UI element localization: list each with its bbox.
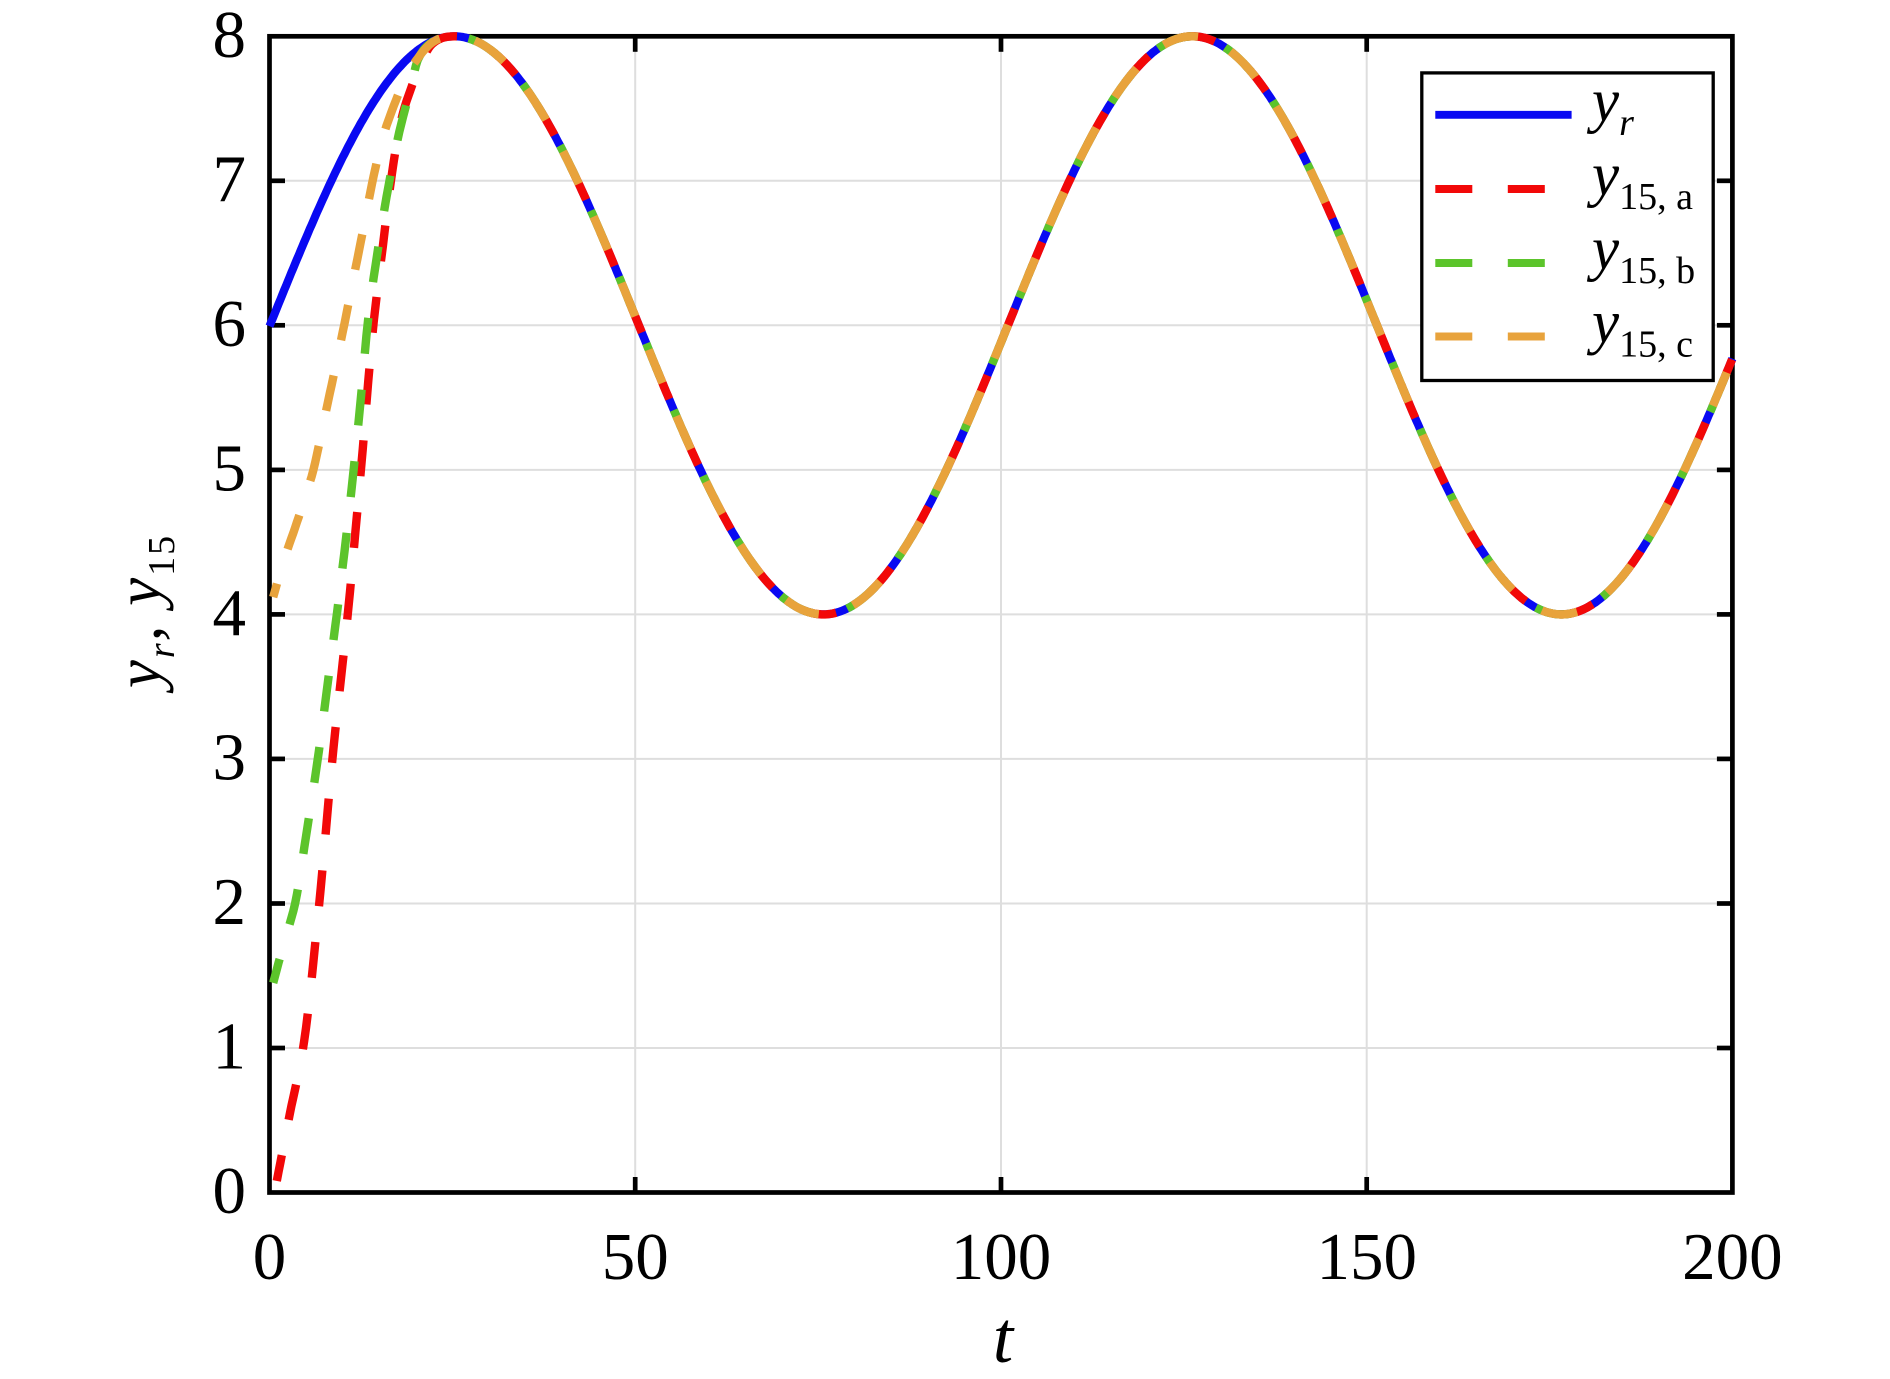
svg-text:7: 7 — [213, 142, 247, 216]
svg-text:0: 0 — [213, 1154, 247, 1228]
svg-text:100: 100 — [951, 1220, 1052, 1294]
svg-text:50: 50 — [602, 1220, 669, 1294]
svg-text:3: 3 — [213, 720, 247, 794]
svg-text:8: 8 — [213, 0, 247, 72]
svg-text:yr, y15: yr, y15 — [104, 534, 183, 694]
svg-text:2: 2 — [213, 865, 247, 939]
svg-text:t: t — [993, 1297, 1015, 1378]
svg-text:150: 150 — [1316, 1220, 1417, 1294]
svg-text:200: 200 — [1682, 1220, 1783, 1294]
svg-text:4: 4 — [213, 576, 247, 650]
svg-text:0: 0 — [253, 1220, 287, 1294]
svg-text:1: 1 — [213, 1010, 247, 1084]
svg-text:6: 6 — [213, 287, 247, 361]
svg-text:5: 5 — [213, 431, 247, 505]
